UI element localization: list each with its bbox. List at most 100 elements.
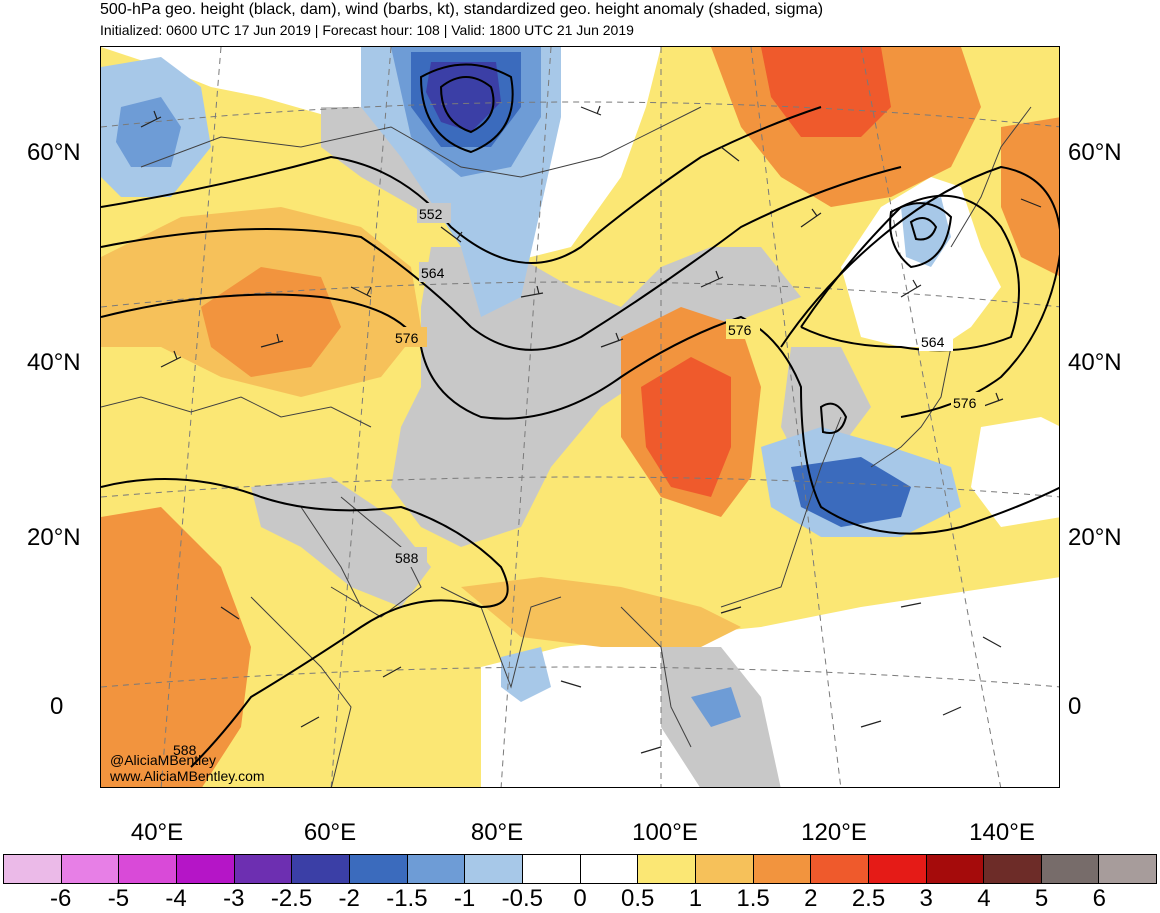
colorbar-swatch: [465, 855, 523, 883]
contour-576-west: [101, 293, 1059, 535]
lon-label-140e: 140°E: [969, 819, 1035, 846]
lat-label-0-right: 0: [1068, 693, 1082, 720]
land-gray-arabia: [251, 477, 431, 607]
colorbar-tick-label: 2: [804, 885, 818, 912]
colorbar-swatch: [868, 855, 927, 883]
colorbar-tick-label: 4: [977, 885, 991, 912]
anomaly-pos-south-asia: [461, 577, 741, 647]
colorbar-swatch: [811, 855, 869, 883]
wind-barb: [900, 602, 922, 608]
colorbar-swatch: [407, 855, 466, 883]
wind-barb: [300, 716, 320, 728]
wind-barb: [382, 666, 402, 678]
contour-low-okhotsk-2: [889, 202, 953, 269]
contour-588-west: [101, 478, 509, 768]
colorbar-tick-label: -4: [165, 885, 187, 912]
contour-low-kara: [439, 76, 495, 134]
wind-barb: [440, 226, 463, 243]
contour-label-bg: [417, 203, 451, 223]
colorbar-tick-label: 1.5: [736, 885, 770, 912]
coastline-arabia: [330, 496, 422, 618]
contour-low-japan: [819, 402, 848, 434]
contour-label-bg: [419, 262, 453, 282]
wind-barb: [800, 208, 822, 228]
contour-low-kara-2: [419, 63, 514, 154]
map-svg: 552 564 576 576 564 576 588 588: [101, 47, 1059, 787]
colorbar-tick-label: -1: [453, 885, 476, 912]
colorbar-swatch: [522, 855, 581, 883]
colorbar-swatch: [926, 855, 985, 883]
wind-barb: [520, 285, 544, 298]
lat-label-60n-right: 60°N: [1068, 139, 1122, 166]
anomaly-neg-borneo: [691, 687, 741, 727]
wind-barb: [720, 606, 742, 614]
colorbar-swatch: [61, 855, 120, 883]
contour-label-588-africa: 588: [173, 742, 197, 758]
contour-label-564: 564: [421, 265, 445, 281]
meridian-40e: [160, 47, 222, 787]
lon-label-40e: 40°E: [130, 819, 184, 846]
colorbar-tick-label: 6: [1092, 885, 1106, 912]
credit-website: www.AliciaMBentley.com: [110, 768, 265, 784]
credit-handle: @AliciaMBentley: [110, 752, 217, 768]
height-contours: [101, 63, 1059, 768]
chart-subtitle: Initialized: 0600 UTC 17 Jun 2019 | Fore…: [100, 22, 634, 38]
anomaly-neutral-east: [971, 417, 1059, 527]
wind-barb: [560, 680, 582, 688]
contour-label-bg: [951, 392, 985, 412]
coastlines: [101, 106, 1032, 787]
contour-low-okhotsk: [909, 217, 938, 241]
coastline-africa-horn: [250, 596, 352, 787]
contour-552: [101, 106, 822, 264]
colorbar-swatch: [638, 855, 696, 883]
contour-label-bg: [726, 319, 760, 339]
contour-label-bg: [393, 327, 427, 347]
colorbar-swatch: [580, 855, 639, 883]
wind-barb: [700, 270, 724, 288]
lon-label-60e: 60°E: [303, 819, 357, 846]
colorbar-tick-label: 2.5: [851, 885, 886, 912]
colorbar-tick-label: -2: [338, 885, 360, 912]
anomaly-pos-africa: [101, 507, 251, 787]
anomaly-neg-japan-core: [791, 457, 911, 527]
lat-label-60n-left: 60°N: [27, 139, 81, 166]
chart-title: 500-hPa geo. height (black, dam), wind (…: [100, 1, 824, 18]
coastline-kamchatka: [950, 106, 1032, 248]
colorbar-tick-label: -2.5: [270, 885, 313, 912]
wind-barb: [220, 606, 240, 620]
lat-label-20n-left: 20°N: [27, 524, 81, 551]
coastline-arctic: [140, 106, 702, 178]
contour-564: [101, 166, 902, 351]
anomaly-neg-kara-core: [426, 62, 501, 132]
colorbar-swatch: [1099, 855, 1157, 883]
lat-label-0-left: 0: [50, 693, 64, 720]
anomaly-pos-siberia-core: [761, 47, 891, 137]
colorbar-swatch: [753, 855, 812, 883]
coastline-japan: [870, 346, 952, 468]
wind-barb: [720, 146, 740, 162]
contour-label-576-east: 576: [728, 322, 752, 338]
colorbar-tick-label: -1.5: [386, 885, 428, 912]
colorbar-swatch: [695, 855, 754, 883]
anomaly-pos-china-core: [641, 357, 731, 497]
colorbar-swatch: [119, 855, 177, 883]
colorbar-swatch: [176, 855, 235, 883]
anomaly-neg-scandinavia-core: [116, 97, 181, 167]
contour-label-bg: [393, 547, 427, 567]
contour-label-bg: [919, 331, 953, 351]
anomaly-pos-east: [1001, 117, 1059, 276]
coastline-red-sea: [300, 506, 362, 608]
lon-label-120e: 120°E: [801, 819, 867, 846]
colorbar-tick-label: -0.5: [501, 885, 543, 912]
colorbar-tick-label: -6: [50, 885, 72, 912]
wind-barb: [640, 746, 662, 754]
lon-label-80e: 80°E: [470, 819, 524, 846]
contour-576-east: [780, 165, 1059, 418]
wind-barb: [140, 110, 162, 128]
colorbar-tick-label: 3: [919, 885, 933, 912]
wind-barb: [350, 286, 372, 298]
lat-label-40n-right: 40°N: [1068, 349, 1122, 376]
colorbar-swatch: [1041, 855, 1100, 883]
contour-label-576-west: 576: [395, 330, 419, 346]
colorbar-tick-label: 0.5: [621, 885, 655, 912]
